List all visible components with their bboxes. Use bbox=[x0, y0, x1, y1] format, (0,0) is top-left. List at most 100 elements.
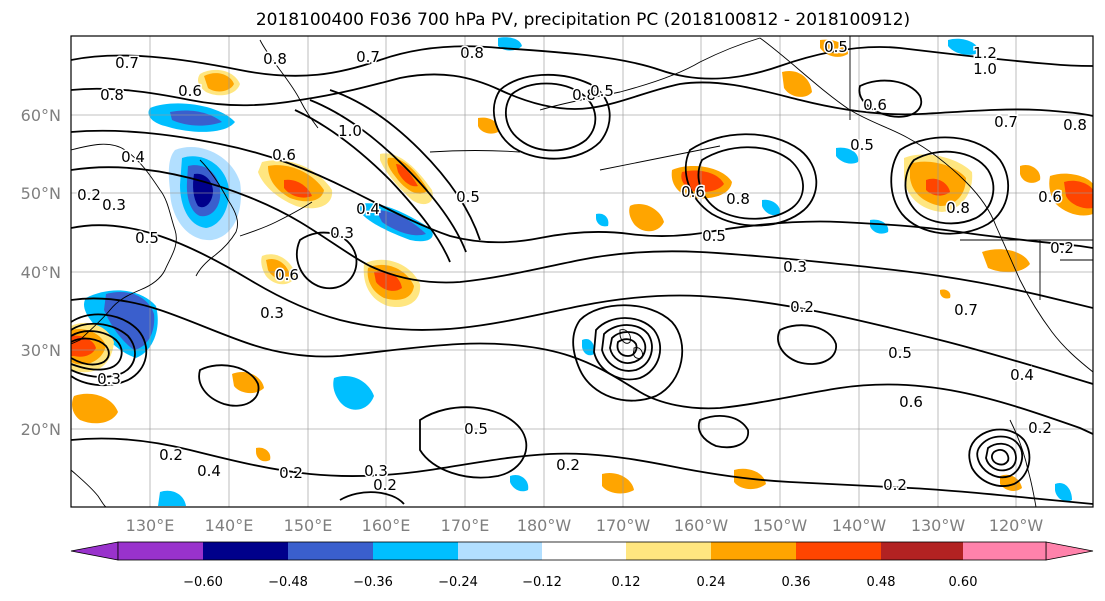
colorbar-tick-label: −0.12 bbox=[522, 575, 562, 590]
pv-contour bbox=[309, 99, 467, 253]
contour-label: 1.0 bbox=[338, 122, 362, 140]
precip-positive-region bbox=[1020, 164, 1041, 183]
lon-tick-label: 130°E bbox=[126, 516, 175, 535]
contour-label: 0.2 bbox=[883, 476, 907, 494]
contour-label: 0.6 bbox=[178, 82, 202, 100]
pv-contour bbox=[296, 231, 358, 290]
pv-contour bbox=[890, 136, 1009, 235]
pv-contour bbox=[71, 166, 1093, 309]
contour-label: 0.2 bbox=[790, 298, 814, 316]
aleutian-islands bbox=[429, 145, 721, 171]
colorbar-tick-label: 0.48 bbox=[867, 575, 896, 590]
pv-contour bbox=[985, 442, 1017, 472]
precip-positive-region bbox=[256, 447, 271, 462]
pv-contours bbox=[71, 45, 1093, 505]
figure-title: 2018100400 F036 700 hPa PV, precipitatio… bbox=[256, 10, 910, 30]
contour-label: 0.3 bbox=[330, 224, 354, 242]
contour-label: 0.2 bbox=[1028, 419, 1052, 437]
contour-label: 0.3 bbox=[97, 370, 121, 388]
pv-contour bbox=[71, 337, 110, 366]
contour-label: 0.5 bbox=[824, 38, 848, 56]
pv-contour bbox=[697, 146, 804, 220]
pv-contour bbox=[71, 322, 136, 378]
pv-contour bbox=[294, 109, 451, 263]
pv-contour bbox=[904, 150, 995, 225]
lon-tick-label: 140°E bbox=[205, 516, 254, 535]
colorbar-extend-max bbox=[1045, 541, 1094, 561]
precip-negative-region bbox=[510, 474, 529, 492]
contour-label: 0.8 bbox=[1063, 116, 1087, 134]
precip-positive-region bbox=[602, 472, 634, 494]
colorbar-extend-min bbox=[70, 541, 119, 561]
contour-label: 0.5 bbox=[456, 188, 480, 206]
lat-tick-label: 60°N bbox=[21, 106, 61, 125]
contour-label: 0.4 bbox=[121, 148, 145, 166]
precip-negative-region bbox=[596, 213, 609, 227]
contour-label: 0.2 bbox=[556, 456, 580, 474]
pv-contour bbox=[572, 304, 684, 402]
precip-negative-region bbox=[498, 37, 522, 51]
colorbar-segment bbox=[542, 542, 626, 560]
contour-labels: 0.8 0.7 0.8 0.5 1.21.00.70.60.80.4 0.61.00.80… bbox=[76, 37, 1089, 496]
colorbar-tick-label: −0.36 bbox=[353, 575, 393, 590]
colorbar-tick-label: 0.60 bbox=[949, 575, 978, 590]
pv-contour bbox=[858, 79, 923, 118]
colorbar-segment bbox=[881, 542, 963, 560]
pv-contour bbox=[71, 313, 148, 387]
contour-label: 0.6 bbox=[899, 393, 923, 411]
us-states-border bbox=[1039, 240, 1093, 300]
precip-positive-region bbox=[232, 371, 264, 394]
precip-negative-region bbox=[762, 199, 781, 216]
colorbar-segment bbox=[288, 542, 373, 560]
colorbar-tick-label: 0.12 bbox=[612, 575, 641, 590]
colorbar-segment bbox=[458, 542, 542, 560]
longitude-axis: 130°E 140°E 150°E 160°E 170°E 180°W 170°… bbox=[126, 516, 1044, 535]
colorbar-tick-label: −0.60 bbox=[183, 575, 223, 590]
pv-contour bbox=[71, 129, 1093, 249]
precip-negative-region bbox=[376, 210, 426, 236]
colorbar-segment bbox=[118, 542, 203, 560]
pv-contour bbox=[419, 406, 528, 479]
contour-label: 0.2 bbox=[1050, 239, 1074, 257]
contour-label: 0.7 bbox=[356, 48, 380, 66]
contour-label: 0.3 bbox=[260, 304, 284, 322]
pv-contour bbox=[609, 331, 647, 364]
contour-label: 0.4 bbox=[356, 200, 380, 218]
precip-positive-region bbox=[982, 249, 1030, 273]
contour-label: 0.4 bbox=[1010, 366, 1034, 384]
colorbar-segment bbox=[796, 542, 881, 560]
contour-label: 0.8 bbox=[100, 86, 124, 104]
north-america-coastline bbox=[907, 137, 1093, 373]
precip-positive-region bbox=[72, 393, 118, 424]
pv-contour bbox=[71, 437, 1093, 505]
precip-negative-region bbox=[582, 338, 595, 356]
contour-label: 0.3 bbox=[102, 196, 126, 214]
contour-label: 0.7 bbox=[115, 54, 139, 72]
pv-contour bbox=[976, 435, 1024, 479]
contour-label: 0.6 bbox=[681, 183, 705, 201]
precip-positive-region bbox=[266, 258, 290, 279]
colorbar: −0.60 −0.48 −0.36 −0.24 −0.12 0.12 0.24 … bbox=[70, 541, 1094, 590]
contour-label: 0.3 bbox=[783, 258, 807, 276]
precip-negative-region bbox=[1055, 482, 1072, 502]
precip-positive-region bbox=[478, 117, 499, 134]
pv-contour bbox=[71, 297, 1093, 435]
lon-tick-label: 130°W bbox=[911, 516, 966, 535]
colorbar-segment bbox=[963, 542, 1046, 560]
contour-label: 0.5 bbox=[850, 136, 874, 154]
pv-contour bbox=[71, 45, 1093, 80]
precip-negative-region bbox=[333, 376, 374, 410]
contour-label: 0.5 bbox=[590, 82, 614, 100]
contour-label: 1.0 bbox=[973, 60, 997, 78]
contour-label: 0.8 bbox=[726, 190, 750, 208]
pv-contour bbox=[685, 133, 818, 227]
contour-label: 0.5 bbox=[464, 420, 488, 438]
lon-tick-label: 150°E bbox=[284, 516, 333, 535]
lon-tick-label: 150°W bbox=[753, 516, 808, 535]
map-frame bbox=[70, 35, 1094, 508]
precip-negative-region bbox=[836, 147, 859, 164]
lon-tick-label: 120°W bbox=[989, 516, 1044, 535]
pv-contour bbox=[339, 491, 405, 505]
contour-label: 0.5 bbox=[888, 344, 912, 362]
